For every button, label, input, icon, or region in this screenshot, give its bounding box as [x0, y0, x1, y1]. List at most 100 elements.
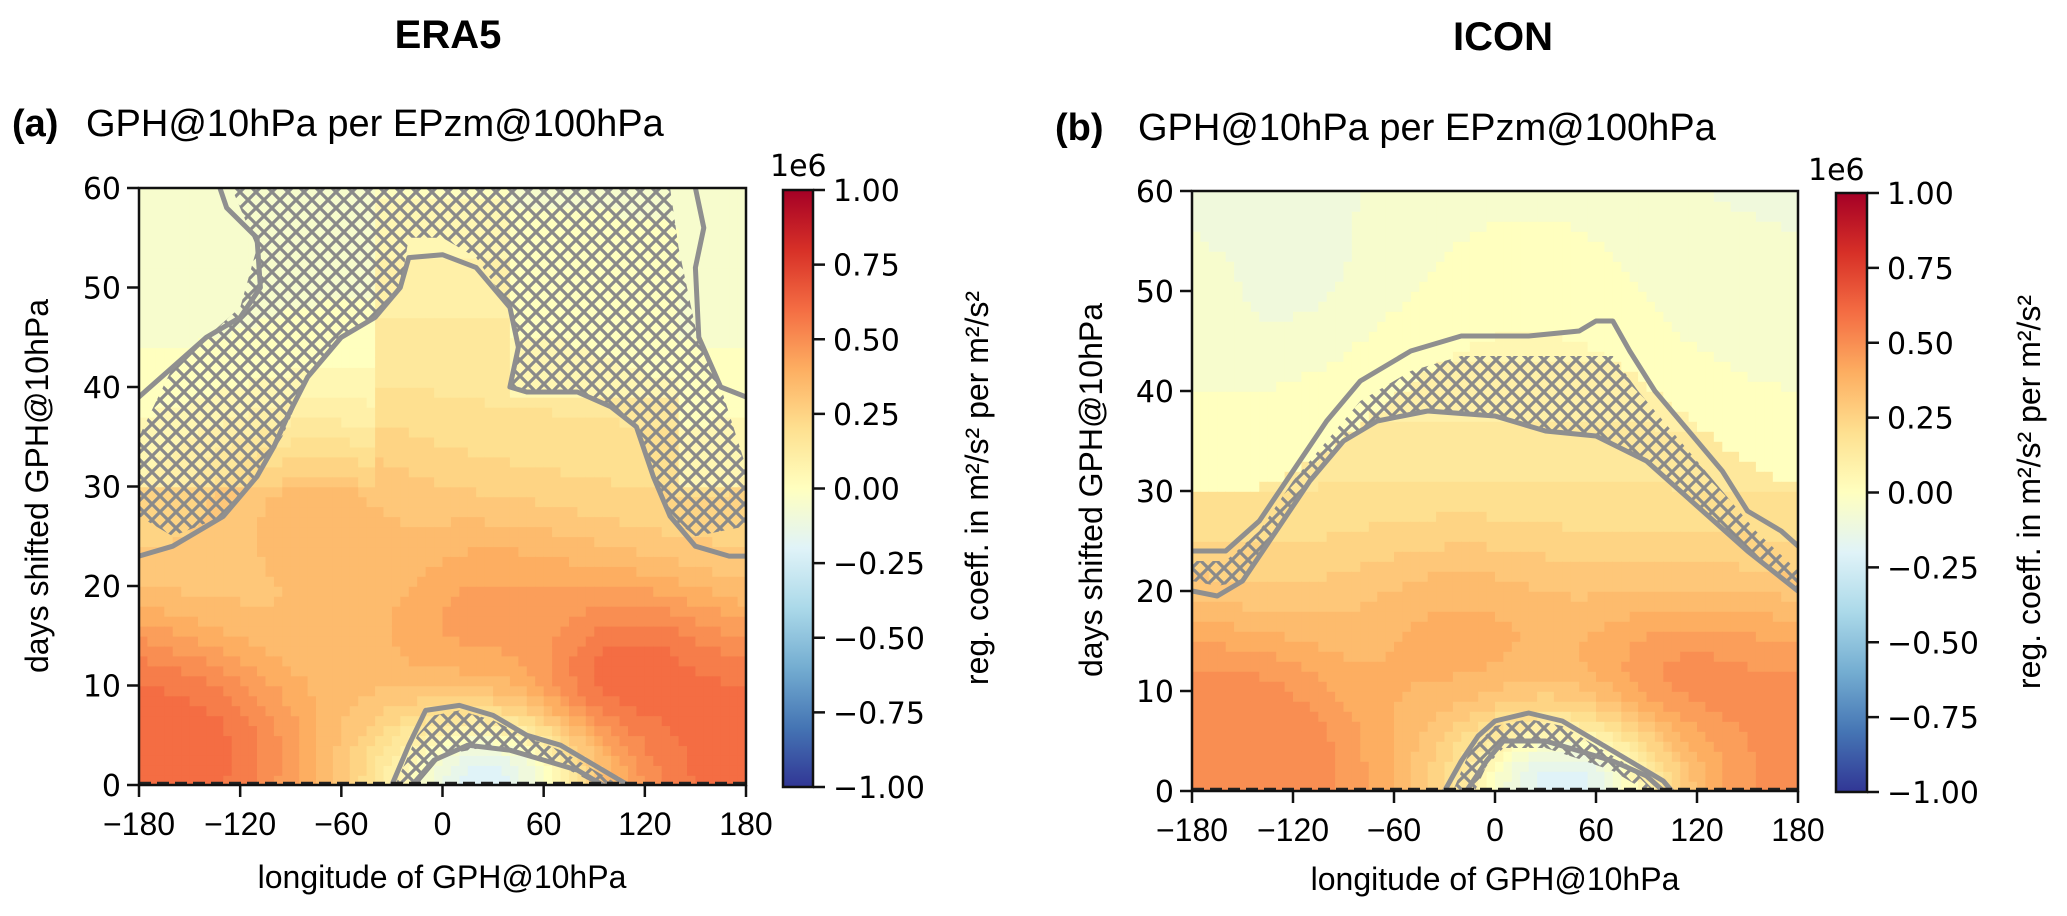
heatmap-cell [1192, 741, 1202, 752]
heatmap-cell [577, 516, 587, 528]
heatmap-cell [484, 426, 494, 438]
heatmap-cell [628, 715, 638, 727]
heatmap-cell [181, 675, 191, 687]
heatmap-cell [316, 725, 326, 737]
heatmap-cell [139, 287, 149, 299]
heatmap-cell [543, 725, 553, 737]
heatmap-cell [383, 775, 393, 785]
heatmap-cell [687, 596, 697, 607]
heatmap-cell [155, 207, 166, 219]
colorbar-tick-label: −0.25 [833, 547, 925, 582]
heatmap-cell [484, 327, 494, 339]
heatmap-cell [1225, 481, 1235, 492]
heatmap-cell [231, 625, 241, 637]
heatmap-cell [1217, 481, 1227, 492]
heatmap-cell [687, 695, 697, 707]
heatmap-cell [349, 635, 359, 647]
heatmap-cell [720, 367, 730, 378]
heatmap-cell [265, 526, 275, 538]
heatmap-cell [1267, 471, 1277, 482]
heatmap-cell [737, 576, 746, 587]
heatmap-cell [569, 476, 579, 488]
heatmap-cell [459, 347, 469, 358]
heatmap-cell [139, 635, 149, 647]
heatmap-cell [509, 675, 520, 687]
heatmap-cell [206, 536, 216, 548]
heatmap-cell [720, 655, 730, 667]
heatmap-cell [543, 496, 553, 508]
heatmap-cell [139, 546, 149, 557]
heatmap-cell [198, 307, 208, 319]
heatmap-cell [417, 406, 427, 418]
heatmap-cell [1192, 661, 1202, 672]
heatmap-cell [1250, 241, 1261, 252]
heatmap-cell [189, 586, 199, 597]
heatmap-cell [585, 526, 595, 538]
heatmap-cell [585, 456, 595, 468]
heatmap-cell [509, 755, 520, 766]
heatmap-cell [628, 516, 638, 528]
heatmap-cell [231, 705, 241, 717]
heatmap-cell [139, 217, 149, 229]
heatmap-cell [198, 317, 208, 329]
heatmap-cell [594, 586, 604, 597]
heatmap-cell [172, 755, 182, 766]
heatmap-cell [729, 586, 739, 597]
heatmap-cell [737, 665, 746, 677]
heatmap-cell [695, 685, 705, 697]
heatmap-cell [442, 476, 452, 488]
heatmap-cell [147, 566, 157, 577]
heatmap-cell [139, 188, 149, 199]
significance-contour [139, 188, 263, 400]
heatmap-cell [644, 536, 654, 548]
heatmap-cell [501, 625, 511, 637]
heatmap-cell [341, 685, 351, 697]
heatmap-cell [552, 426, 562, 438]
heatmap-cell [450, 765, 461, 776]
heatmap-cell [737, 556, 746, 567]
heatmap-cell [712, 227, 722, 239]
heatmap-cell [703, 287, 713, 299]
heatmap-cell [307, 496, 317, 508]
colorbar-ticks-a: 1.000.750.500.250.00−0.25−0.50−0.75−1.00 [813, 174, 925, 806]
heatmap-cell [535, 665, 545, 677]
heatmap-cell [442, 605, 452, 617]
heatmap-cell [467, 675, 477, 687]
heatmap-cell [611, 605, 621, 617]
heatmap-cell [434, 237, 444, 249]
heatmap-cell [1250, 771, 1261, 782]
heatmap-cell [442, 436, 452, 448]
heatmap-cell [450, 685, 461, 697]
heatmap-cell [569, 615, 579, 627]
heatmap-cell [1267, 191, 1277, 202]
heatmap-cell [678, 546, 688, 557]
heatmap-cell [644, 675, 654, 687]
heatmap-cell [434, 526, 444, 538]
heatmap-cell [265, 466, 275, 478]
heatmap-cell [712, 347, 722, 358]
heatmap-cell [257, 725, 267, 737]
heatmap-cell [341, 745, 351, 756]
heatmap-cell [290, 516, 300, 528]
heatmap-cell [324, 556, 334, 567]
heatmap-cell [358, 357, 368, 368]
heatmap-cell [450, 775, 461, 785]
heatmap-cell [476, 377, 486, 388]
heatmap-cell [577, 416, 587, 428]
heatmap-cell [172, 615, 182, 627]
heatmap-cell [139, 625, 149, 637]
heatmap-cell [1200, 441, 1210, 452]
heatmap-cell [206, 227, 216, 239]
heatmap-cell [189, 536, 199, 548]
heatmap-cell [737, 436, 746, 448]
heatmap-cell [467, 337, 477, 349]
heatmap-cell [712, 735, 722, 747]
heatmap-cell [703, 337, 713, 349]
heatmap-cell [1234, 351, 1244, 362]
heatmap-cell [223, 596, 233, 607]
heatmap-cell [408, 287, 418, 299]
heatmap-cell [265, 556, 275, 567]
heatmap-cell [687, 297, 697, 309]
heatmap-cell [223, 207, 233, 219]
heatmap-cell [147, 347, 157, 358]
